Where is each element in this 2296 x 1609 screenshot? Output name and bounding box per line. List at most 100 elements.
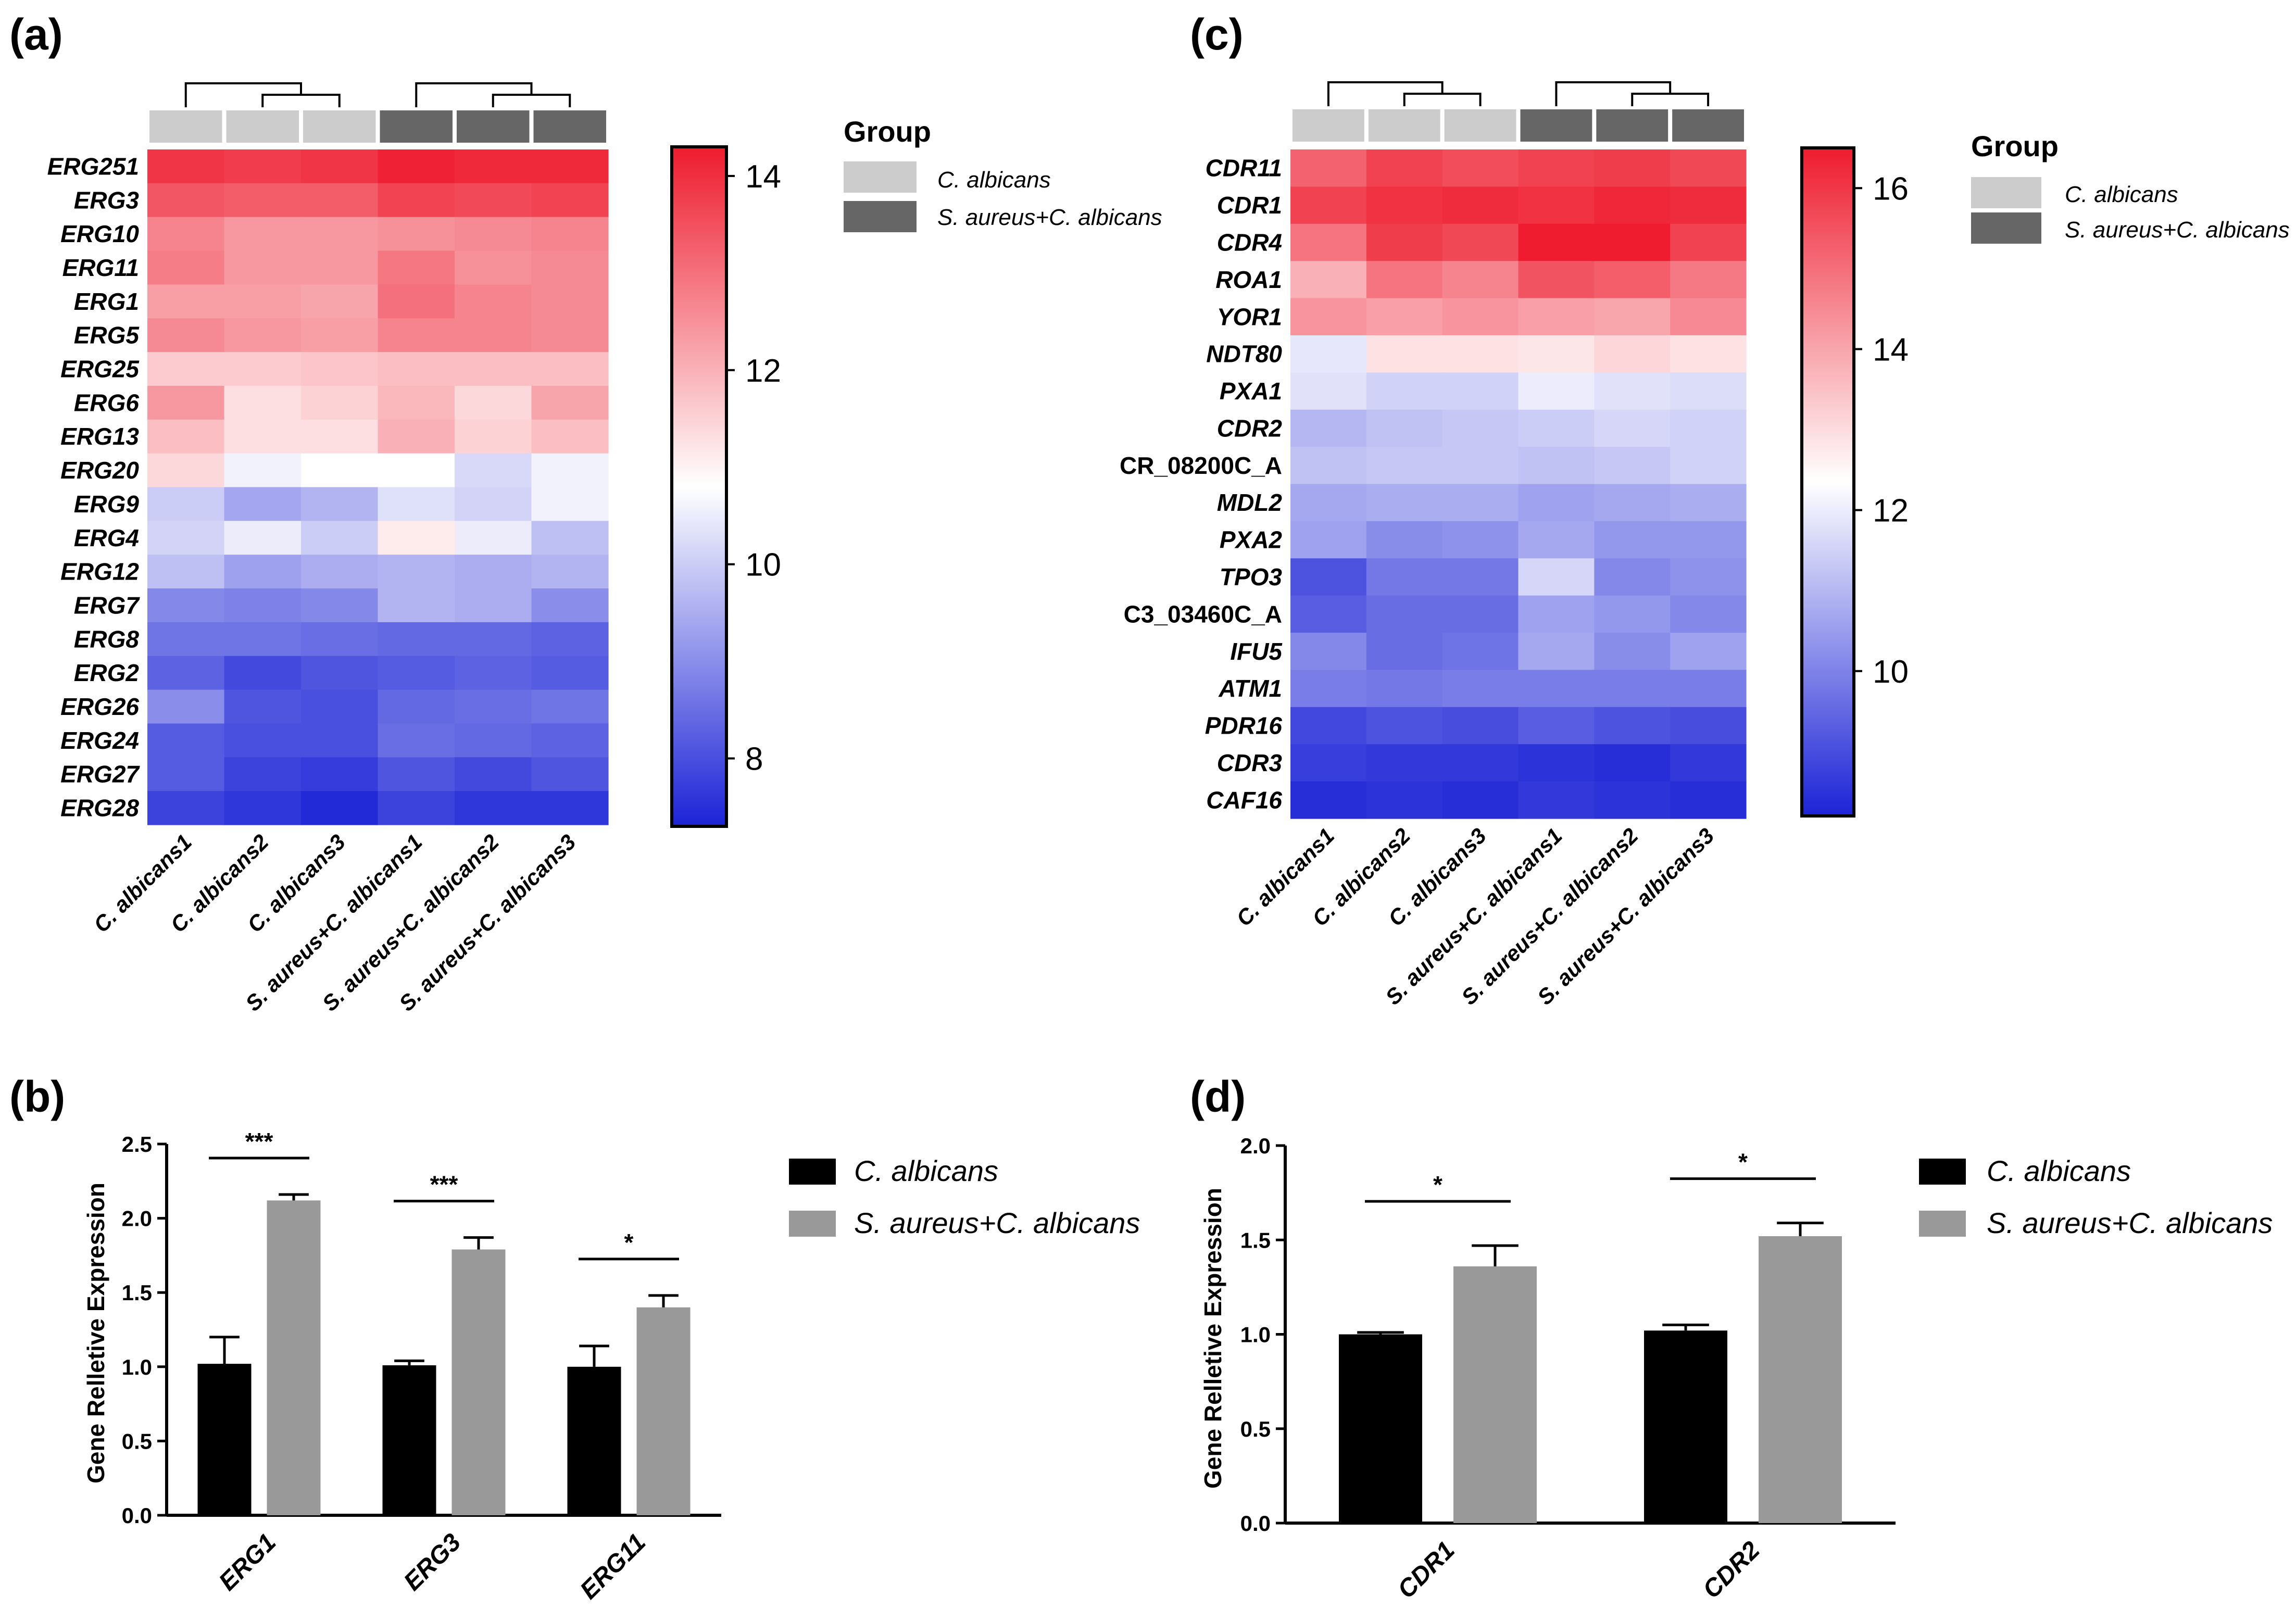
heatmap-c-cell-pxa1-3	[1442, 372, 1519, 410]
heatmap-a-group-cell	[226, 110, 299, 143]
heatmap-a-cell-erg3-4	[378, 183, 455, 218]
y-tick-label: 0.0	[122, 1503, 152, 1528]
heatmap-c-cell-c3_03460c_a-4	[1518, 595, 1595, 633]
heatmap-a-cell-erg2-2	[224, 656, 302, 690]
heatmap-c-row-label: CAF16	[1206, 786, 1282, 813]
heatmap-a-cell-erg251-5	[455, 149, 532, 184]
heatmap-a-cell-erg25-5	[455, 352, 532, 386]
heatmap-c-cell-ndt80-3	[1442, 335, 1519, 373]
heatmap-c-cell-tpo3-3	[1442, 558, 1519, 596]
color-scale-tick-label: 16	[1873, 171, 1909, 207]
heatmap-c-cell-c3_03460c_a-5	[1594, 595, 1671, 633]
heatmap-a-group-cell	[303, 110, 376, 143]
heatmap-c-cell-yor1-3	[1442, 298, 1519, 336]
heatmap-a-cell-erg4-1	[147, 521, 225, 555]
heatmap-c-cell-pxa2-1	[1290, 521, 1367, 559]
heatmap-a-cell-erg4-6	[531, 521, 609, 555]
x-category-label: ERG1	[214, 1528, 281, 1596]
panel-c: (c) CDR11 CDR1 CDR4 ROA1 YOR1 NDT80 PXA1 CDR2 CR…	[1120, 10, 2290, 1010]
heatmap-c-cell-mdl2-5	[1594, 484, 1671, 522]
heatmap-c-cell-caf16-5	[1594, 781, 1671, 819]
bar-erg3-ca	[382, 1365, 436, 1515]
heatmap-a-cell-erg9-1	[147, 487, 225, 521]
bar-erg3-sa	[451, 1249, 506, 1515]
heatmap-c-cell-ifu5-5	[1594, 633, 1671, 671]
heatmap-c-group-cell	[1293, 109, 1364, 142]
heatmap-a-group-cell	[533, 110, 606, 143]
heatmap-a-cell-erg5-5	[455, 318, 532, 353]
heatmap-c-cell-mdl2-6	[1670, 484, 1747, 522]
heatmap-c-cell-cdr4-1	[1290, 223, 1367, 261]
heatmap-c-cell-cr_08200c_a-2	[1366, 447, 1443, 485]
heatmap-c-cell-yor1-4	[1518, 298, 1595, 336]
heatmap-c-cell-roa1-4	[1518, 261, 1595, 299]
heatmap-c-cell-pxa1-2	[1366, 372, 1443, 410]
heatmap-c-cell-cdr11-3	[1442, 149, 1519, 187]
legend-c-entry-sa: S. aureus+C. albicans	[2065, 217, 2290, 243]
heatmap-c-cell-tpo3-2	[1366, 558, 1443, 596]
heatmap-a-cell-erg5-6	[531, 318, 609, 353]
y-tick-label: 1.5	[122, 1280, 152, 1305]
heatmap-c-cell-cdr11-1	[1290, 149, 1367, 187]
heatmap-a-row-label: ERG10	[60, 220, 139, 247]
bar-cdr1-sa	[1453, 1266, 1537, 1523]
heatmap-a-cell-erg6-5	[455, 385, 532, 420]
heatmap-a-cell-erg20-5	[455, 453, 532, 488]
bar-cdr1-ca	[1339, 1334, 1422, 1523]
y-tick-label: 1.5	[1240, 1228, 1271, 1252]
heatmap-a-cell-erg1-6	[531, 284, 609, 319]
heatmap-a-cell-erg26-5	[455, 689, 532, 724]
panel-label-d: (d)	[1190, 1072, 1246, 1121]
heatmap-c-cell-ifu5-1	[1290, 633, 1367, 671]
heatmap-a-row-labels: ERG251 ERG3 ERG10 ERG11 ERG1 ERG5 ERG25 ERG6 ERG…	[47, 153, 141, 821]
heatmap-c-cell-c3_03460c_a-6	[1670, 595, 1747, 633]
x-category-label: CDR1	[1392, 1536, 1460, 1604]
heatmap-c-cell-ndt80-2	[1366, 335, 1443, 373]
heatmap-a-cell-erg27-5	[455, 757, 532, 791]
heatmap-c-row-label: TPO3	[1220, 563, 1283, 590]
heatmap-c-cell-ifu5-6	[1670, 633, 1747, 671]
dendrogram-branch	[1555, 81, 1710, 106]
heatmap-a-cell-erg25-2	[224, 352, 302, 386]
heatmap-c-cell-ifu5-3	[1442, 633, 1519, 671]
heatmap-a-cell-erg13-4	[378, 419, 455, 454]
legend-a-title: Group	[844, 115, 931, 148]
heatmap-a-cell-erg1-4	[378, 284, 455, 319]
heatmap-c-cell-pxa1-5	[1594, 372, 1671, 410]
bar-erg11-ca	[567, 1366, 621, 1515]
heatmap-c-cell-roa1-5	[1594, 261, 1671, 299]
heatmap-c-cell-cdr4-4	[1518, 223, 1595, 261]
heatmap-c-row-label: PXA1	[1220, 378, 1282, 405]
heatmap-a-cell-erg28-4	[378, 791, 455, 825]
heatmap-c-row-labels: CDR11 CDR1 CDR4 ROA1 YOR1 NDT80 PXA1 CDR2 CR_082…	[1120, 155, 1283, 814]
heatmap-c-cell-cdr1-2	[1366, 186, 1443, 224]
heatmap-a-row-label: ERG20	[60, 457, 139, 484]
heatmap-a-cell-erg28-1	[147, 791, 225, 825]
heatmap-c-row-label: YOR1	[1217, 303, 1282, 330]
heatmap-a-cell-erg24-6	[531, 723, 609, 758]
bar-erg1-sa	[267, 1200, 321, 1515]
heatmap-c-cell-cdr11-2	[1366, 149, 1443, 187]
heatmap-c-cell-cr_08200c_a-1	[1290, 447, 1367, 485]
heatmap-a-cell-erg12-1	[147, 555, 225, 589]
heatmap-c-cell-cdr1-1	[1290, 186, 1367, 224]
heatmap-a-cell-erg7-1	[147, 588, 225, 623]
heatmap-c-row-label: ATM1	[1218, 675, 1282, 702]
heatmap-c-cell-roa1-1	[1290, 261, 1367, 299]
heatmap-a-cell-erg25-3	[301, 352, 379, 386]
heatmap-a-row-label: ERG26	[60, 693, 139, 720]
heatmap-c-row-label: PXA2	[1220, 526, 1283, 554]
heatmap-a-cell-erg13-5	[455, 419, 532, 454]
heatmap-c-cell-cdr2-4	[1518, 409, 1595, 447]
heatmap-a-color-scale: 8 10 12 14	[670, 145, 781, 828]
heatmap-c-cell-ndt80-4	[1518, 335, 1595, 373]
heatmap-a-row-label: ERG28	[60, 795, 139, 822]
heatmap-c-cell-atm1-3	[1442, 670, 1519, 708]
heatmap-c-cell-yor1-2	[1366, 298, 1443, 336]
heatmap-a-cells	[147, 149, 609, 825]
heatmap-c-cell-cr_08200c_a-5	[1594, 447, 1671, 485]
heatmap-c-cell-atm1-1	[1290, 670, 1367, 708]
heatmap-a-cell-erg251-2	[224, 149, 302, 184]
heatmap-a-cell-erg9-6	[531, 487, 609, 521]
